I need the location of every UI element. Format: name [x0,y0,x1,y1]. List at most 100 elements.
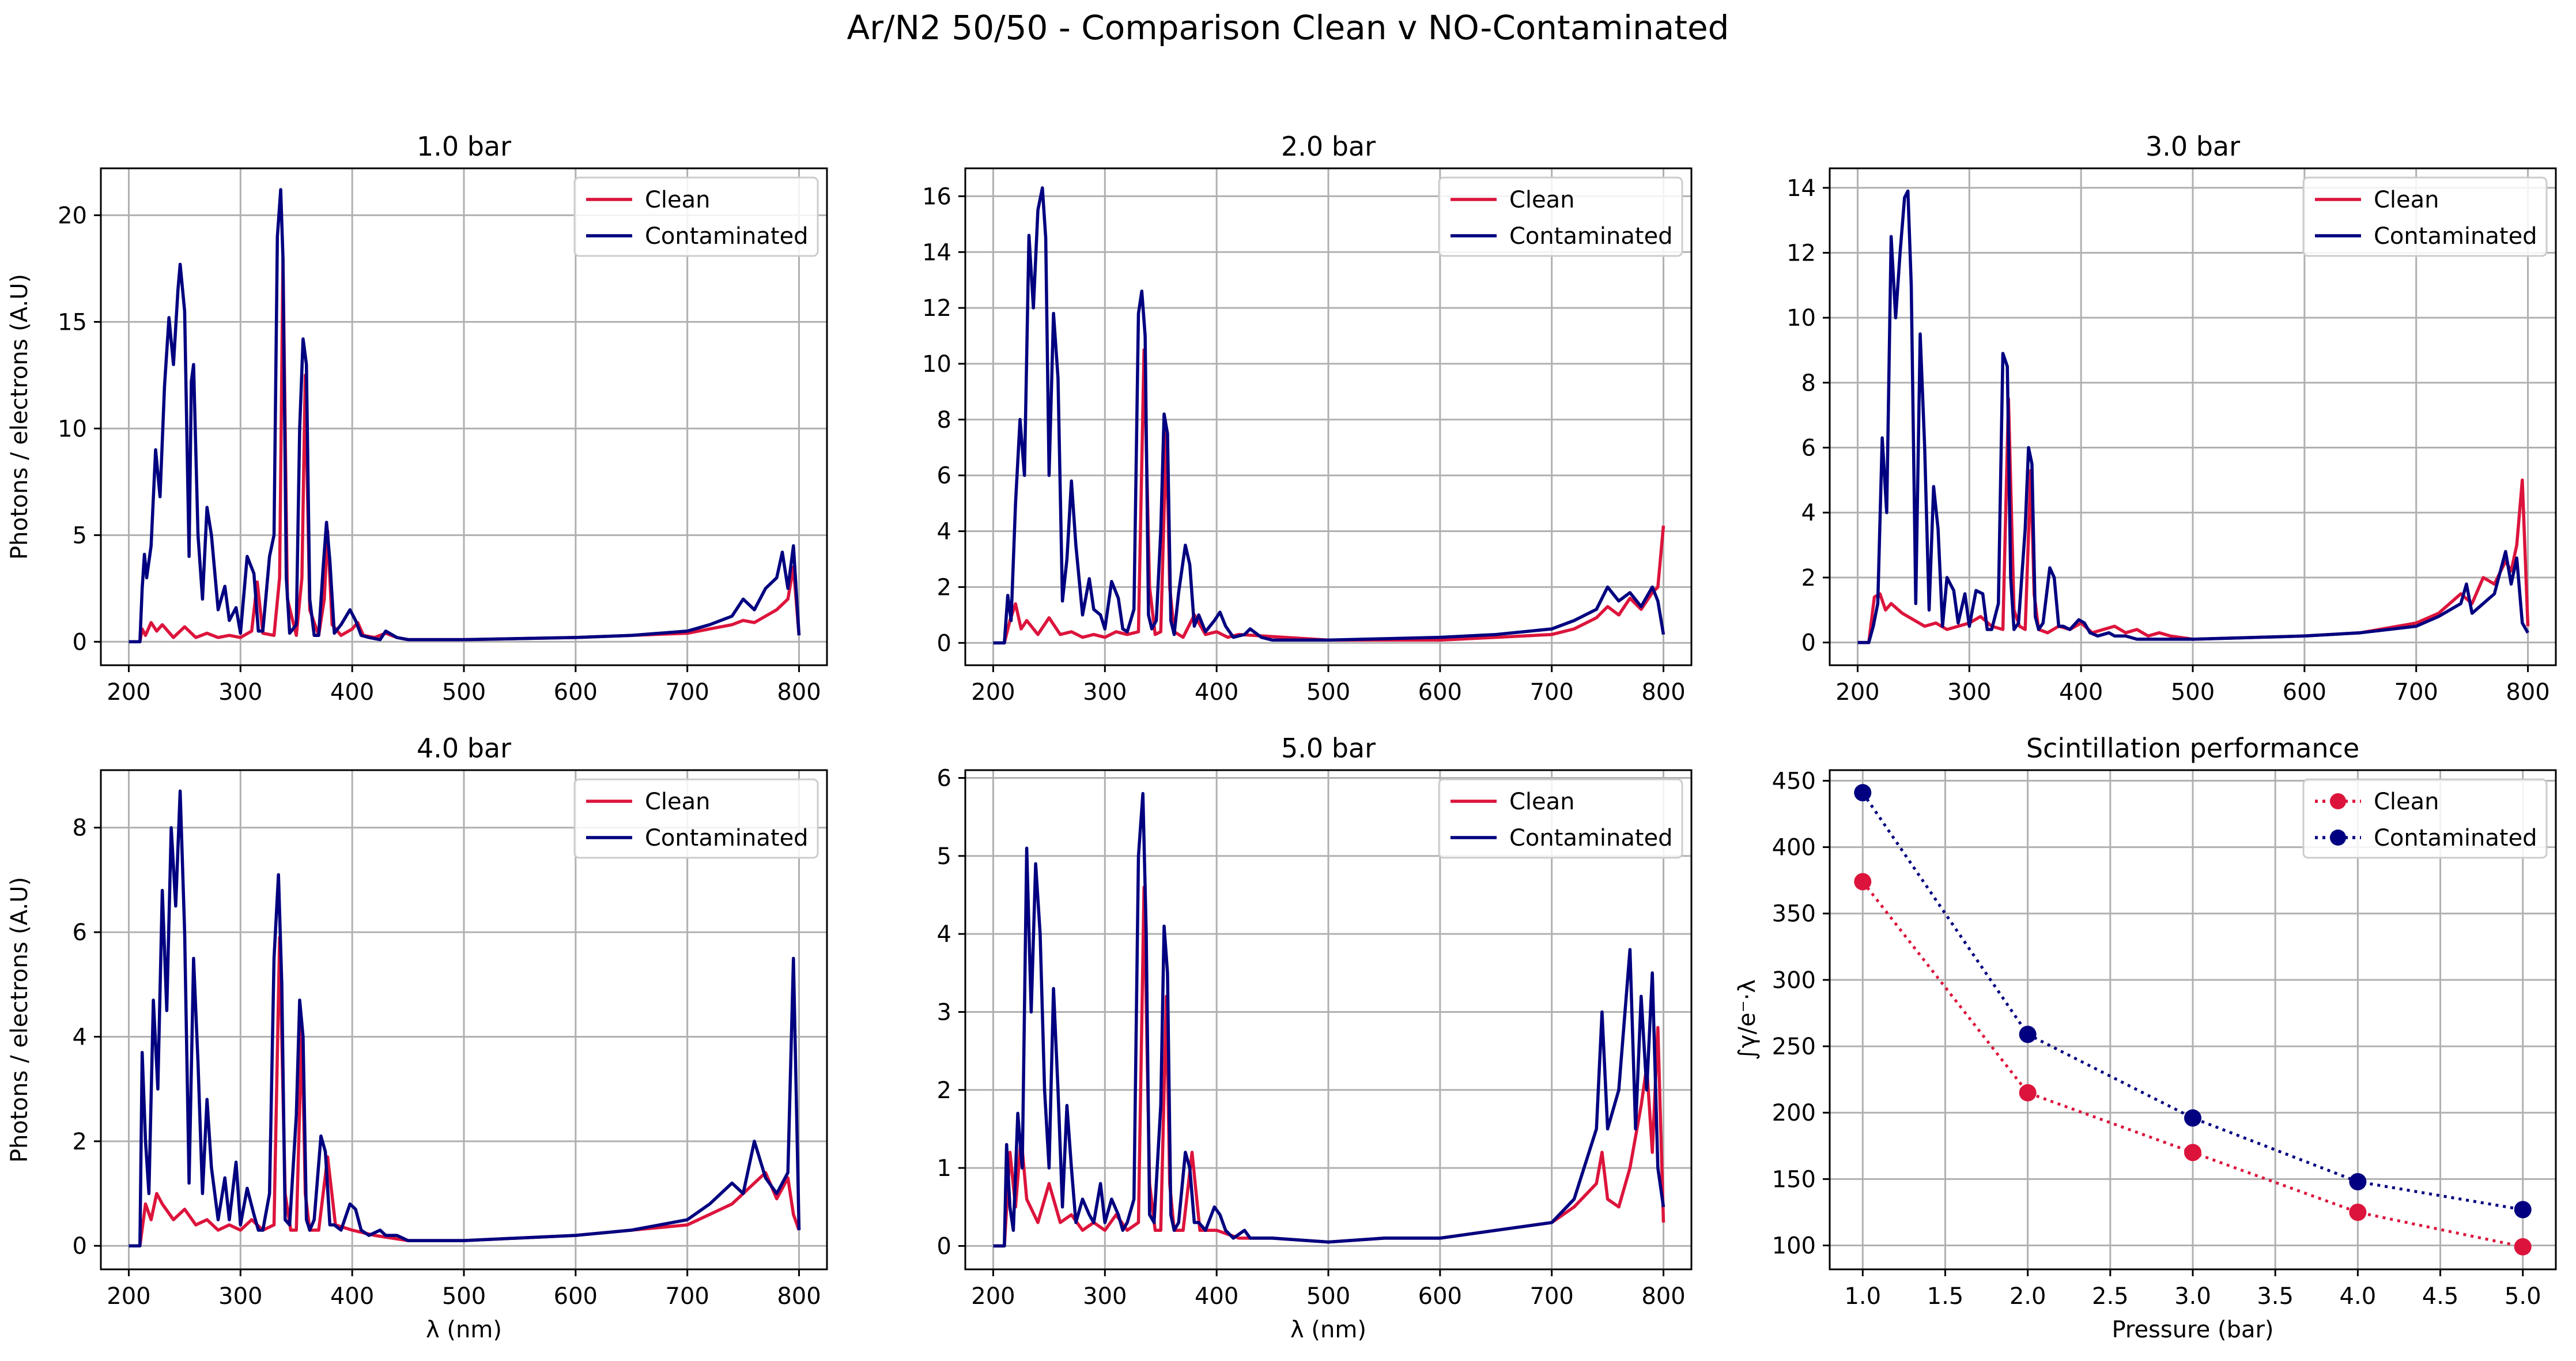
x-axis-label: Pressure (bar) [2112,1317,2273,1343]
subplot-title: Scintillation performance [2026,733,2359,764]
tick-label-y: 2 [937,1077,951,1104]
data-point-contaminated [2514,1201,2532,1219]
tick-label-y: 100 [1772,1233,1816,1260]
tick-label-x: 700 [1530,679,1574,706]
tick-label-y: 8 [73,815,87,842]
tick-label-y: 6 [1801,435,1816,462]
tick-label-y: 6 [937,463,951,489]
legend-box [573,778,819,859]
legend-label-clean: Clean [1509,789,1575,815]
tick-label-y: 400 [1772,835,1816,861]
data-point-clean [2184,1144,2201,1162]
legend: Clean Contaminated [2302,176,2548,257]
data-point-clean [2349,1203,2367,1221]
tick-label-x: 600 [2283,679,2326,706]
tick-label-y: 8 [1801,370,1816,397]
tick-label-y: 6 [937,766,951,792]
tick-label-x: 600 [1418,679,1462,706]
tick-label-y: 2 [73,1129,87,1155]
figure-title: Ar/N2 50/50 - Comparison Clean v NO-Cont… [847,8,1729,47]
tick-label-y: 450 [1772,768,1816,794]
subplot-1: 200 300 400 500 600 700 800 0 5 10 15 20 1.0 bar Phot… [6,131,828,706]
subplot-title: 4.0 bar [417,733,511,764]
tick-label-x: 300 [1947,679,1991,706]
legend: Clean Contaminated [1438,176,1683,257]
tick-label-y: 5 [73,522,87,549]
tick-label-x: 800 [1641,1283,1685,1310]
tick-label-y: 0 [937,1233,951,1260]
tick-label-y: 15 [58,309,87,335]
legend-box [573,176,819,257]
tick-label-x: 400 [330,679,374,706]
series-line-contaminated [129,789,801,1247]
legend-label-contaminated: Contaminated [2374,223,2537,250]
tick-label-x: 3.0 [2174,1283,2211,1310]
data-point-clean [2514,1238,2532,1256]
tick-label-y: 20 [58,202,87,229]
tick-label-y: 4 [1801,500,1816,526]
tick-label-x: 600 [554,679,598,706]
tick-label-y: 0 [73,1233,87,1260]
subplot-title: 2.0 bar [1281,131,1376,162]
tick-label-x: 500 [2171,679,2215,706]
tick-label-y: 16 [922,183,951,210]
tick-label-y: 3 [937,999,951,1026]
tick-label-x: 400 [2059,679,2103,706]
tick-label-x: 200 [971,679,1015,706]
legend: Clean Contaminated [573,176,819,257]
tick-label-y: 4 [937,519,951,545]
tick-label-y: 150 [1772,1166,1816,1193]
x-axis-label: λ (nm) [1290,1317,1366,1343]
tick-label-x: 600 [554,1283,598,1310]
data-point-clean [2019,1084,2037,1102]
tick-label-y: 10 [922,351,951,378]
tick-label-x: 500 [442,1283,486,1310]
tick-label-y: 0 [937,630,951,657]
tick-label-y: 6 [73,919,87,946]
subplot-3: 200 300 400 500 600 700 800 0 2 4 6 8 10 12 14 3.0 bar C… [1786,131,2557,706]
legend-box [1438,176,1683,257]
tick-label-y: 8 [937,407,951,433]
tick-label-x: 300 [218,1283,262,1310]
legend-marker-clean [2330,793,2346,809]
tick-label-y: 10 [1786,305,1816,331]
legend-label-clean: Clean [645,789,711,815]
tick-label-y: 5 [937,843,951,870]
tick-label-y: 2 [1801,565,1816,591]
legend-box [1438,778,1683,859]
tick-label-y: 350 [1772,901,1816,928]
tick-label-y: 14 [1786,175,1816,202]
tick-label-x: 600 [1418,1283,1462,1310]
tick-label-x: 2.5 [2092,1283,2129,1310]
tick-label-x: 200 [107,1283,150,1310]
subplot-title: 1.0 bar [417,131,511,162]
legend-label-contaminated: Contaminated [2374,825,2537,851]
tick-label-y: 4 [937,921,951,948]
tick-label-x: 300 [1083,679,1127,706]
tick-label-x: 800 [777,679,821,706]
tick-label-x: 1.0 [1844,1283,1881,1310]
legend: Clean Contaminated [1438,778,1683,859]
tick-label-x: 500 [1306,679,1350,706]
tick-label-x: 200 [971,1283,1015,1310]
tick-label-y: 10 [58,416,87,442]
y-axis-label: ∫γ/e⁻·λ [1734,979,1761,1060]
subplot-5: 200 300 400 500 600 700 800 0 1 2 3 4 5 6 5.0 bar λ (nm… [937,733,1693,1343]
tick-label-y: 4 [73,1024,87,1050]
legend-label-contaminated: Contaminated [645,825,809,851]
tick-label-y: 300 [1772,967,1816,994]
series-line-contaminated [1857,189,2529,644]
tick-label-x: 300 [218,679,262,706]
tick-label-x: 500 [442,679,486,706]
tick-label-x: 800 [2506,679,2549,706]
tick-label-y: 250 [1772,1034,1816,1060]
tick-label-y: 2 [937,574,951,601]
tick-label-x: 800 [777,1283,821,1310]
legend-label-contaminated: Contaminated [1509,223,1673,250]
x-axis-label: λ (nm) [426,1317,502,1343]
legend-label-contaminated: Contaminated [1509,825,1673,851]
tick-label-y: 0 [73,629,87,655]
tick-label-x: 3.5 [2257,1283,2294,1310]
legend: Clean Contaminated [2302,778,2548,859]
